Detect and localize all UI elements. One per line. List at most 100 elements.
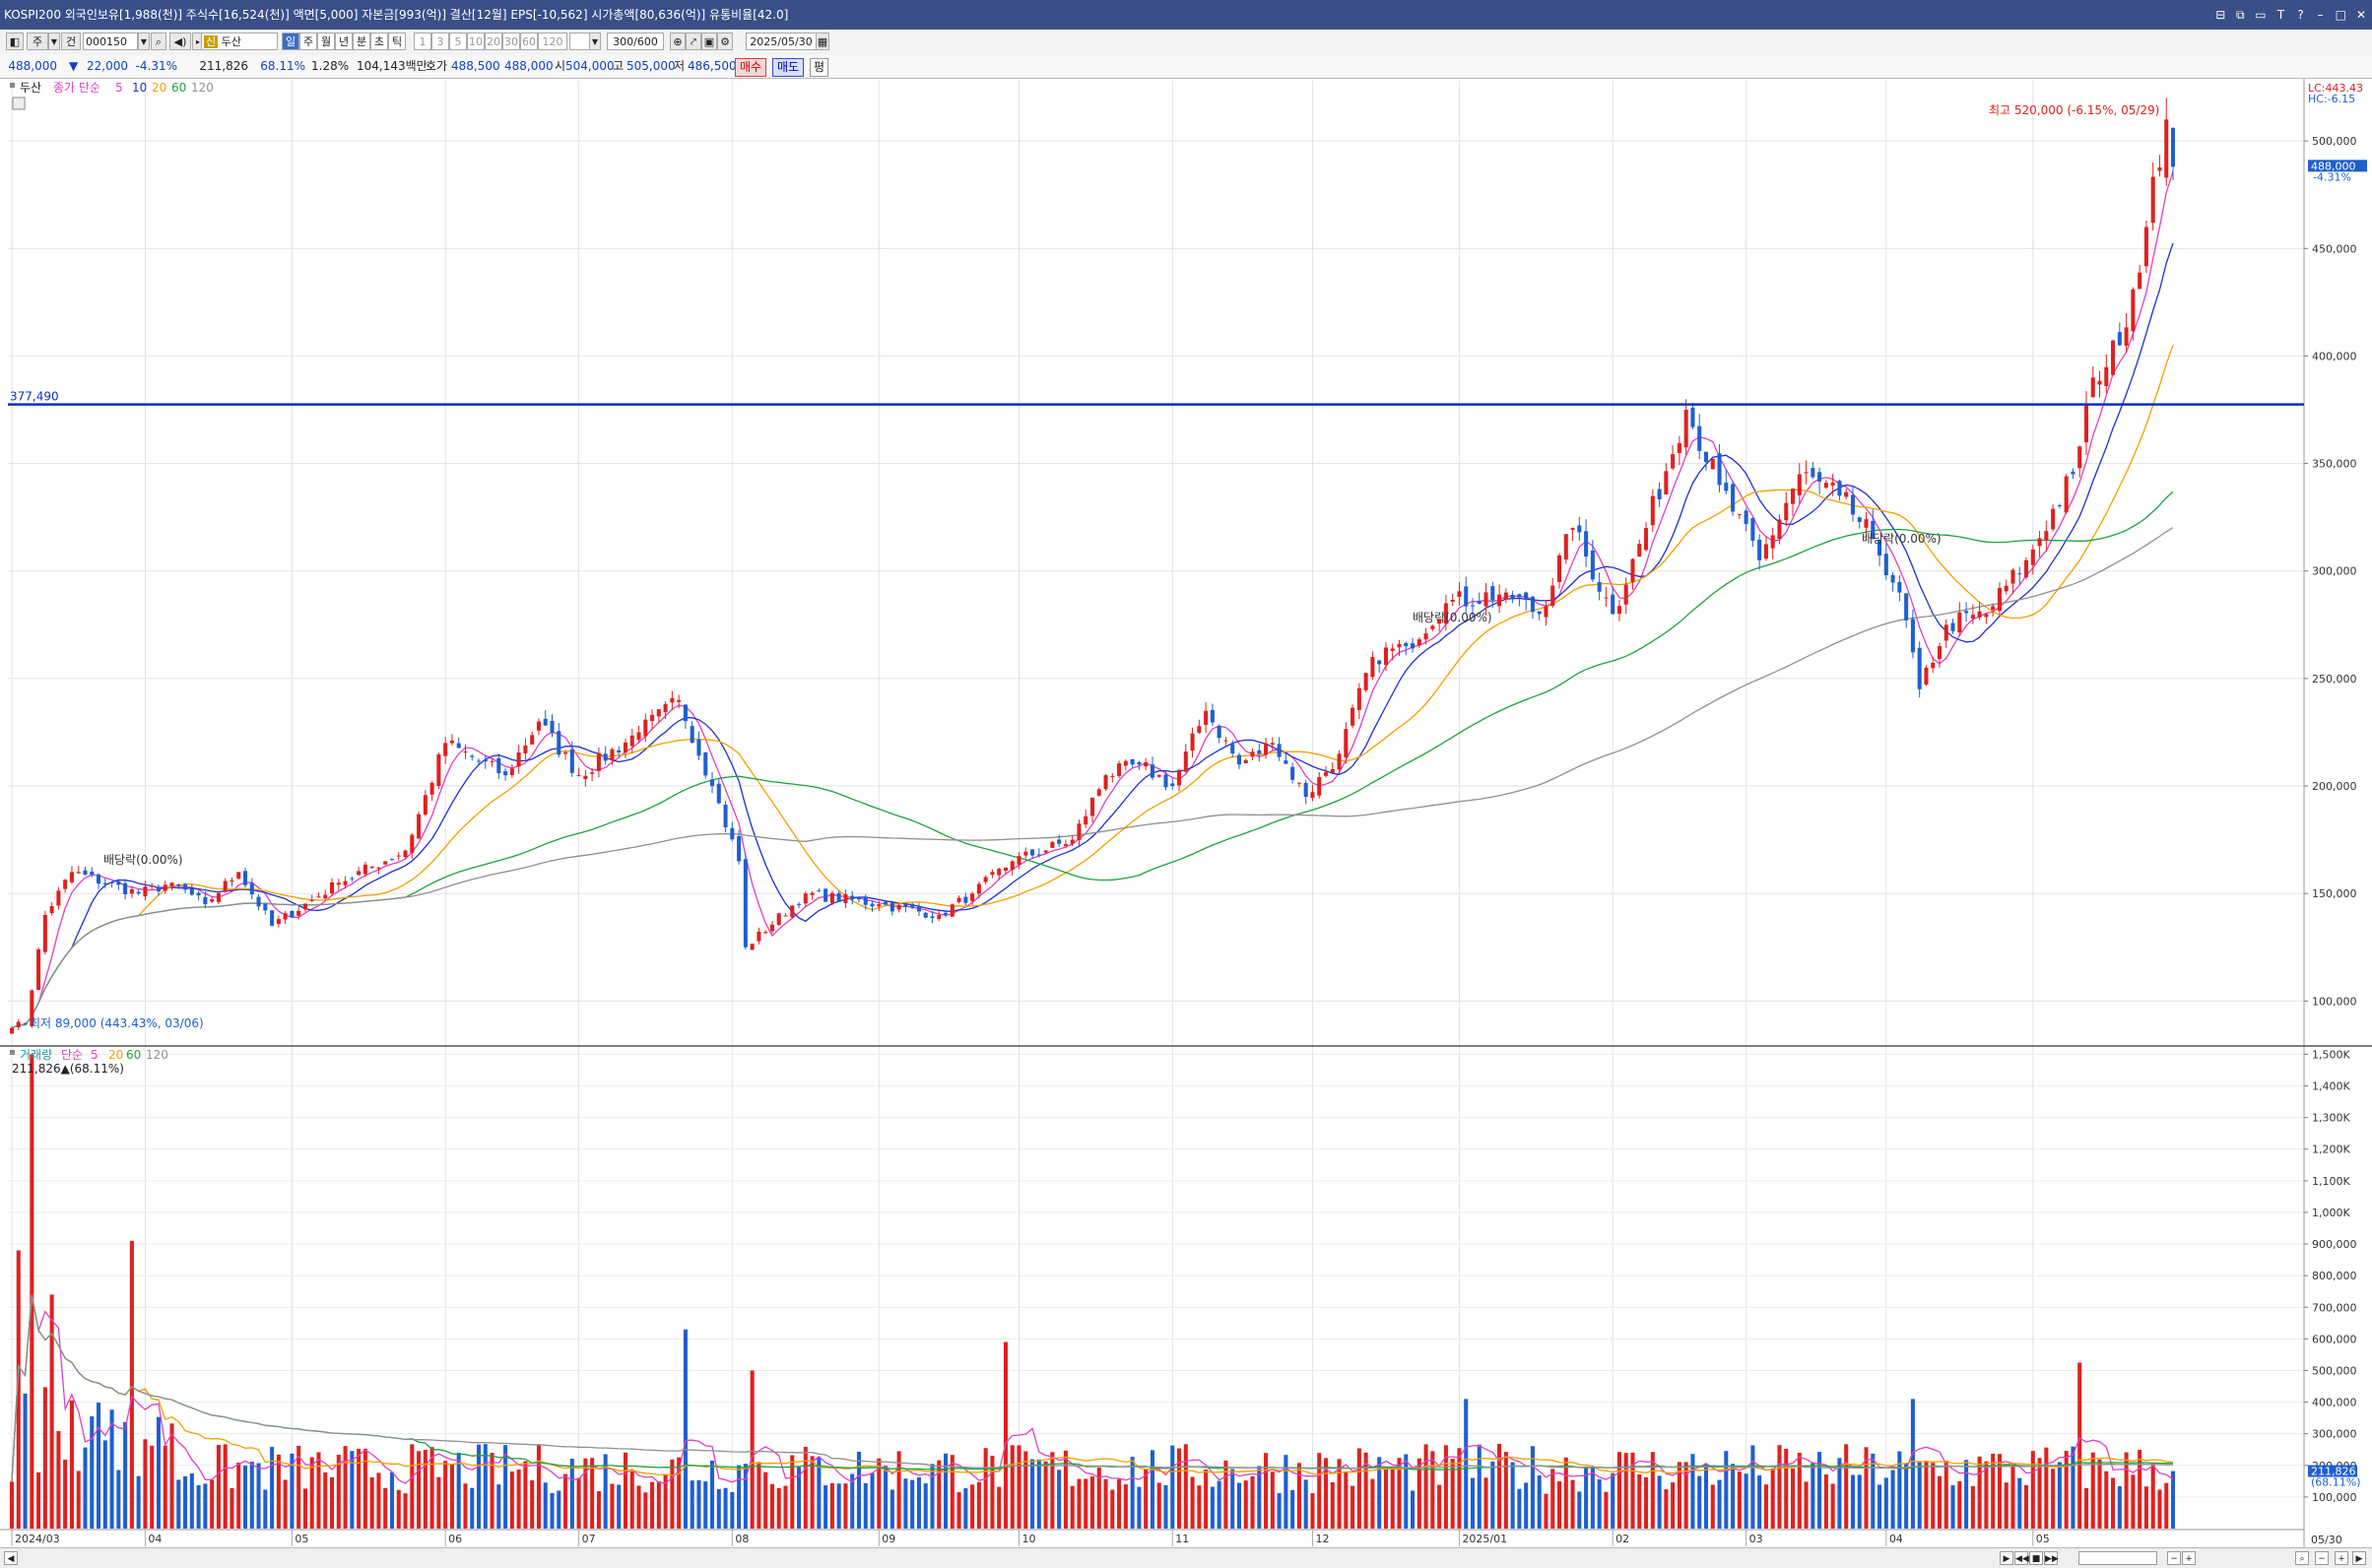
candle-body [596,752,601,771]
volume-bar [1790,1469,1796,1529]
volume-bar [550,1492,555,1529]
panel-toggle-icon[interactable]: ◧ [6,33,24,50]
scroll-left-icon[interactable]: ◀ [4,1551,18,1565]
candle-body [1270,743,1275,746]
stock-name-field[interactable]: 신 두산 [201,33,278,50]
plus-icon[interactable]: + [2335,1551,2348,1565]
y-tick-label: 250,000 [2312,673,2357,686]
count-input[interactable]: 300/600 [607,33,664,50]
candle-body [843,893,848,903]
min-opt-30[interactable]: 30 [502,33,520,50]
volume-bar [1356,1448,1361,1529]
candle-body [1991,606,1996,611]
save-icon[interactable]: ▣ [701,33,717,50]
tf-week[interactable]: 주 [299,33,317,50]
candle-body [943,912,949,915]
volume-bar [1924,1461,1929,1529]
min-opt-10[interactable]: 10 [467,33,485,50]
min-opt-120[interactable]: 120 [538,33,567,50]
candle-body [169,882,174,886]
tf-month[interactable]: 월 [317,33,335,50]
volume-bar [1457,1448,1462,1529]
close-button[interactable]: ✕ [2355,8,2366,22]
candle-body [1243,759,1248,763]
minimize-button[interactable]: – [2317,8,2324,22]
current-volume-marker [2308,1465,2357,1477]
dividend-annotation-3: 배당락(0.00%) [1862,532,1942,546]
tf-tick[interactable]: 틱 [388,33,406,50]
candle-body [2143,227,2148,267]
volume-bar [690,1480,694,1529]
volume-bar [1864,1447,1869,1529]
zoom-out-icon[interactable]: − [2167,1551,2181,1565]
zoom-icon[interactable]: ⊕ [670,33,686,50]
buy-button[interactable]: 매수 [735,58,767,77]
candle-body [1030,849,1035,856]
tf-minute[interactable]: 분 [353,33,370,50]
play-icon[interactable]: ▶ [2000,1551,2013,1565]
stop-icon[interactable]: ■ [2029,1551,2043,1565]
period-week-button[interactable]: 주 [27,33,48,50]
settings-gear-icon[interactable]: ⚙ [717,33,733,50]
stock-code-input[interactable]: 000150 [83,33,138,50]
maximize-button[interactable]: □ [2335,8,2346,22]
candle-body [2077,446,2082,469]
speaker-icon[interactable]: ◀) [169,33,191,50]
scroll-right-icon[interactable]: ▶ [2352,1551,2366,1565]
copy-window-icon[interactable]: ⧉ [2235,8,2245,22]
tf-day[interactable]: 일 [282,33,299,50]
candle-body [1277,744,1282,757]
scroll-thumb[interactable] [2078,1551,2157,1565]
tf-year[interactable]: 년 [335,33,353,50]
fast-forward-icon[interactable]: ▶▶ [2044,1551,2059,1565]
zoom-in-icon[interactable]: + [2182,1551,2196,1565]
volume-bar [330,1476,335,1529]
chevron-down-icon[interactable]: ▼ [48,33,60,50]
hline-value-label: 377,490 [10,390,59,404]
min-opt-60[interactable]: 60 [520,33,538,50]
magnifier-icon[interactable]: ⌕ [2295,1551,2309,1565]
min-opt-3[interactable]: 3 [431,33,449,50]
rewind-icon[interactable]: ◀◀ [2014,1551,2029,1565]
layout-icon[interactable]: ⊟ [2215,8,2226,22]
volume-bar [1671,1482,1676,1529]
date-input[interactable]: 2025/05/30 [746,33,817,50]
volume-bar [1317,1453,1322,1529]
volume-current-readout: 211,826▲(68.11%) [12,1062,124,1076]
min-opt-5[interactable]: 5 [449,33,467,50]
stock-chart[interactable]: 500,000 450,000 400,000 350,000 300,000 250,0… [0,79,2372,1547]
balance-button[interactable]: 평 [810,58,829,77]
candle-body [1931,662,1936,669]
help-icon[interactable]: ? [2297,8,2304,22]
candle-body [803,893,808,904]
period-case-button[interactable]: 건 [61,33,81,50]
calendar-icon[interactable]: ▦ [816,33,829,50]
window-icon[interactable]: ▭ [2255,8,2267,22]
candle-body [636,732,641,740]
code-dropdown-icon[interactable]: ▼ [138,33,150,50]
volume-bar [156,1416,162,1529]
volume-bar [663,1473,668,1529]
volume-bar [496,1484,501,1529]
tf-second[interactable]: 초 [370,33,388,50]
volume-bar [1443,1445,1448,1529]
volume-bar [2010,1466,2015,1529]
volume-bar [1063,1450,1068,1529]
volume-bar [1737,1471,1742,1529]
min-opt-20[interactable]: 20 [485,33,502,50]
trend-icon[interactable]: ⤤ [686,33,701,50]
sell-button[interactable]: 매도 [772,58,805,77]
volume-bar [362,1448,367,1529]
candle-body [1697,425,1702,451]
minus-icon[interactable]: − [2315,1551,2329,1565]
font-icon[interactable]: T [2276,8,2285,22]
chart-scrollbar[interactable]: ◀ ▶ ◀◀ ■ ▶▶ − + ⌕ − + ▶ [0,1547,2372,1568]
volume-bar [743,1464,748,1529]
spinner-icon[interactable]: ▼ [589,33,601,50]
min-opt-1[interactable]: 1 [414,33,431,50]
dividend-annotation-2: 배당락(0.00%) [1413,611,1492,624]
indicator-settings-icon[interactable] [12,97,26,110]
candle-body [1850,494,1855,515]
candle-body [516,751,521,767]
search-icon[interactable]: ⌕ [151,33,166,50]
